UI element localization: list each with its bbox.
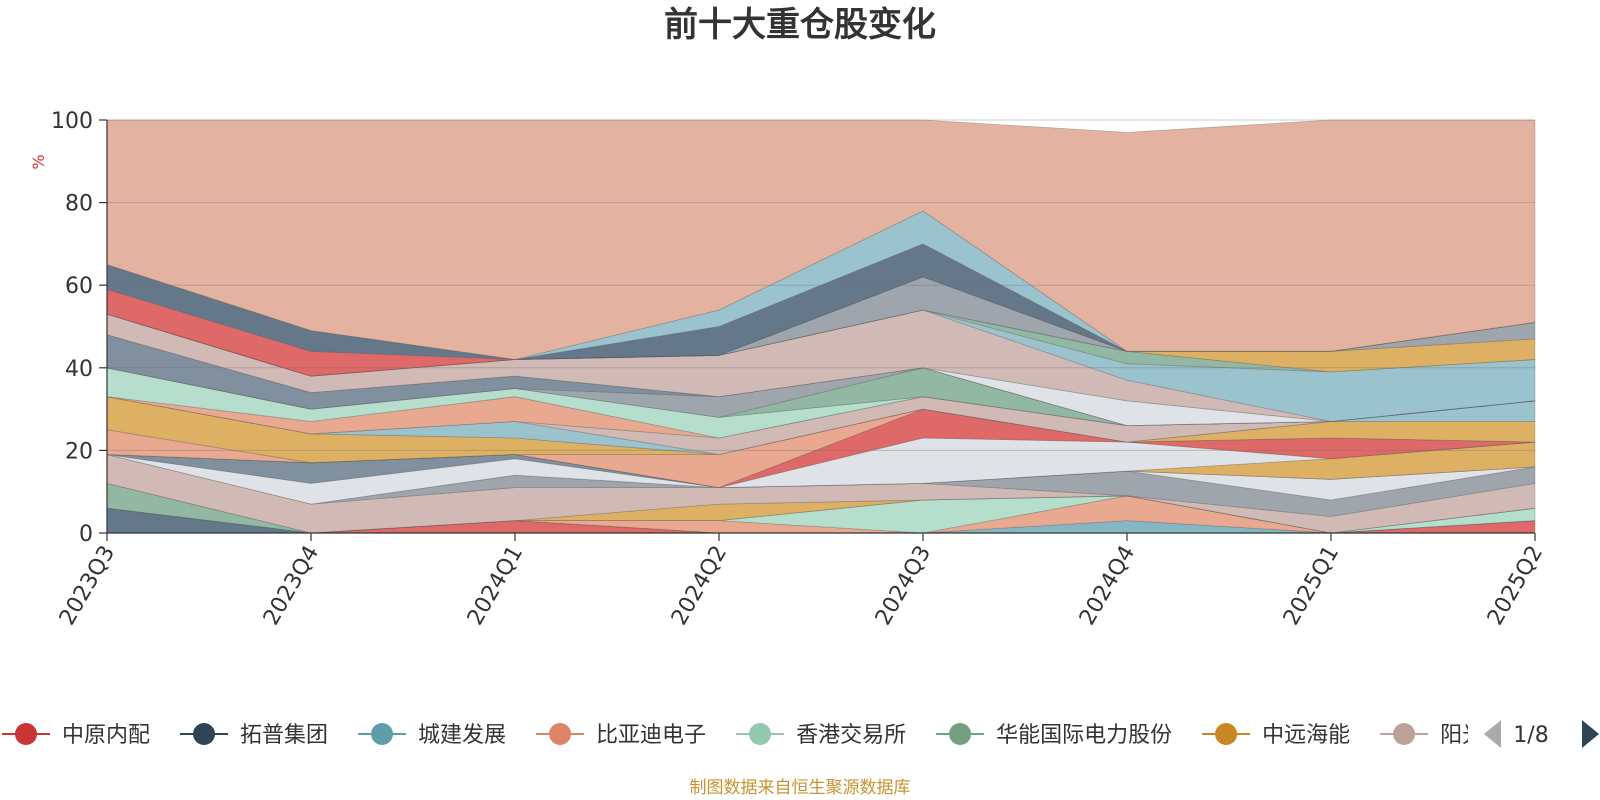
- y-tick-label: 0: [79, 522, 93, 547]
- legend-label: 香港交易所: [796, 723, 906, 748]
- y-axis-unit: %: [29, 154, 48, 169]
- area-series-29: [106, 276, 1536, 377]
- legend-item[interactable]: 香港交易所: [736, 723, 906, 748]
- legend-label: 比亚迪电子: [596, 723, 706, 748]
- legend-marker-icon: [193, 723, 216, 745]
- data-source-note: 制图数据来自恒生聚源数据库: [690, 778, 911, 798]
- gridlines: [107, 119, 1535, 534]
- x-tick-label: 2023Q4: [259, 542, 324, 630]
- legend-item[interactable]: 城建发展: [358, 723, 506, 748]
- legend-marker-icon: [949, 723, 972, 745]
- legend: 中原内配 拓普集团 城建发展 比亚迪电子 香港交易所 华能国际电力股份 中远海能 阳光 1/8: [2, 720, 1599, 748]
- legend-label: 华能国际电力股份: [996, 723, 1172, 748]
- legend-marker-icon: [371, 723, 394, 745]
- y-tick-label: 80: [65, 192, 93, 217]
- area-series-25: [106, 309, 1536, 422]
- legend-label: 城建发展: [418, 723, 506, 748]
- legend-marker-icon: [749, 723, 772, 745]
- x-tick-label: 2025Q1: [1279, 542, 1344, 630]
- x-tick-label: 2023Q3: [55, 542, 120, 630]
- legend-prev-page-icon[interactable]: [1484, 720, 1501, 748]
- legend-next-page-icon[interactable]: [1582, 720, 1599, 748]
- legend-marker-icon: [15, 723, 37, 745]
- area-series-27: [106, 309, 1536, 377]
- area-series-32: [106, 119, 1536, 360]
- x-tick-label: 2024Q2: [667, 542, 732, 630]
- y-tick-label: 60: [65, 274, 93, 299]
- legend-label: 中远海能: [1262, 723, 1350, 748]
- legend-items: 中原内配 拓普集团 城建发展 比亚迪电子 香港交易所 华能国际电力股份 中远海能 阳光: [2, 723, 1484, 748]
- plot-areas: [106, 119, 1536, 534]
- legend-label: 阳光: [1440, 723, 1484, 748]
- legend-marker-icon: [1215, 723, 1238, 745]
- legend-label: 中原内配: [62, 723, 150, 748]
- legend-item[interactable]: 中远海能: [1202, 723, 1350, 748]
- legend-label: 拓普集团: [240, 723, 328, 748]
- y-tick-label: 40: [65, 357, 93, 382]
- legend-item[interactable]: 阳光: [1380, 723, 1484, 748]
- legend-item[interactable]: 华能国际电力股份: [936, 723, 1172, 748]
- chart-title: 前十大重仓股变化: [664, 5, 936, 45]
- x-tick-label: 2024Q1: [463, 542, 528, 630]
- legend-item[interactable]: 中原内配: [2, 723, 150, 748]
- legend-marker-icon: [549, 723, 572, 745]
- x-tick-label: 2024Q4: [1075, 542, 1140, 630]
- area-series-28: [106, 276, 1536, 377]
- x-tick-label: 2025Q2: [1483, 542, 1548, 630]
- x-tick-label: 2024Q3: [871, 542, 936, 630]
- legend-item[interactable]: 比亚迪电子: [536, 723, 706, 748]
- legend-item[interactable]: 拓普集团: [180, 723, 328, 748]
- legend-marker-icon: [1393, 723, 1416, 745]
- legend-page-indicator: 1/8: [1513, 723, 1548, 748]
- y-tick-label: 100: [51, 109, 93, 134]
- y-tick-label: 20: [65, 439, 93, 464]
